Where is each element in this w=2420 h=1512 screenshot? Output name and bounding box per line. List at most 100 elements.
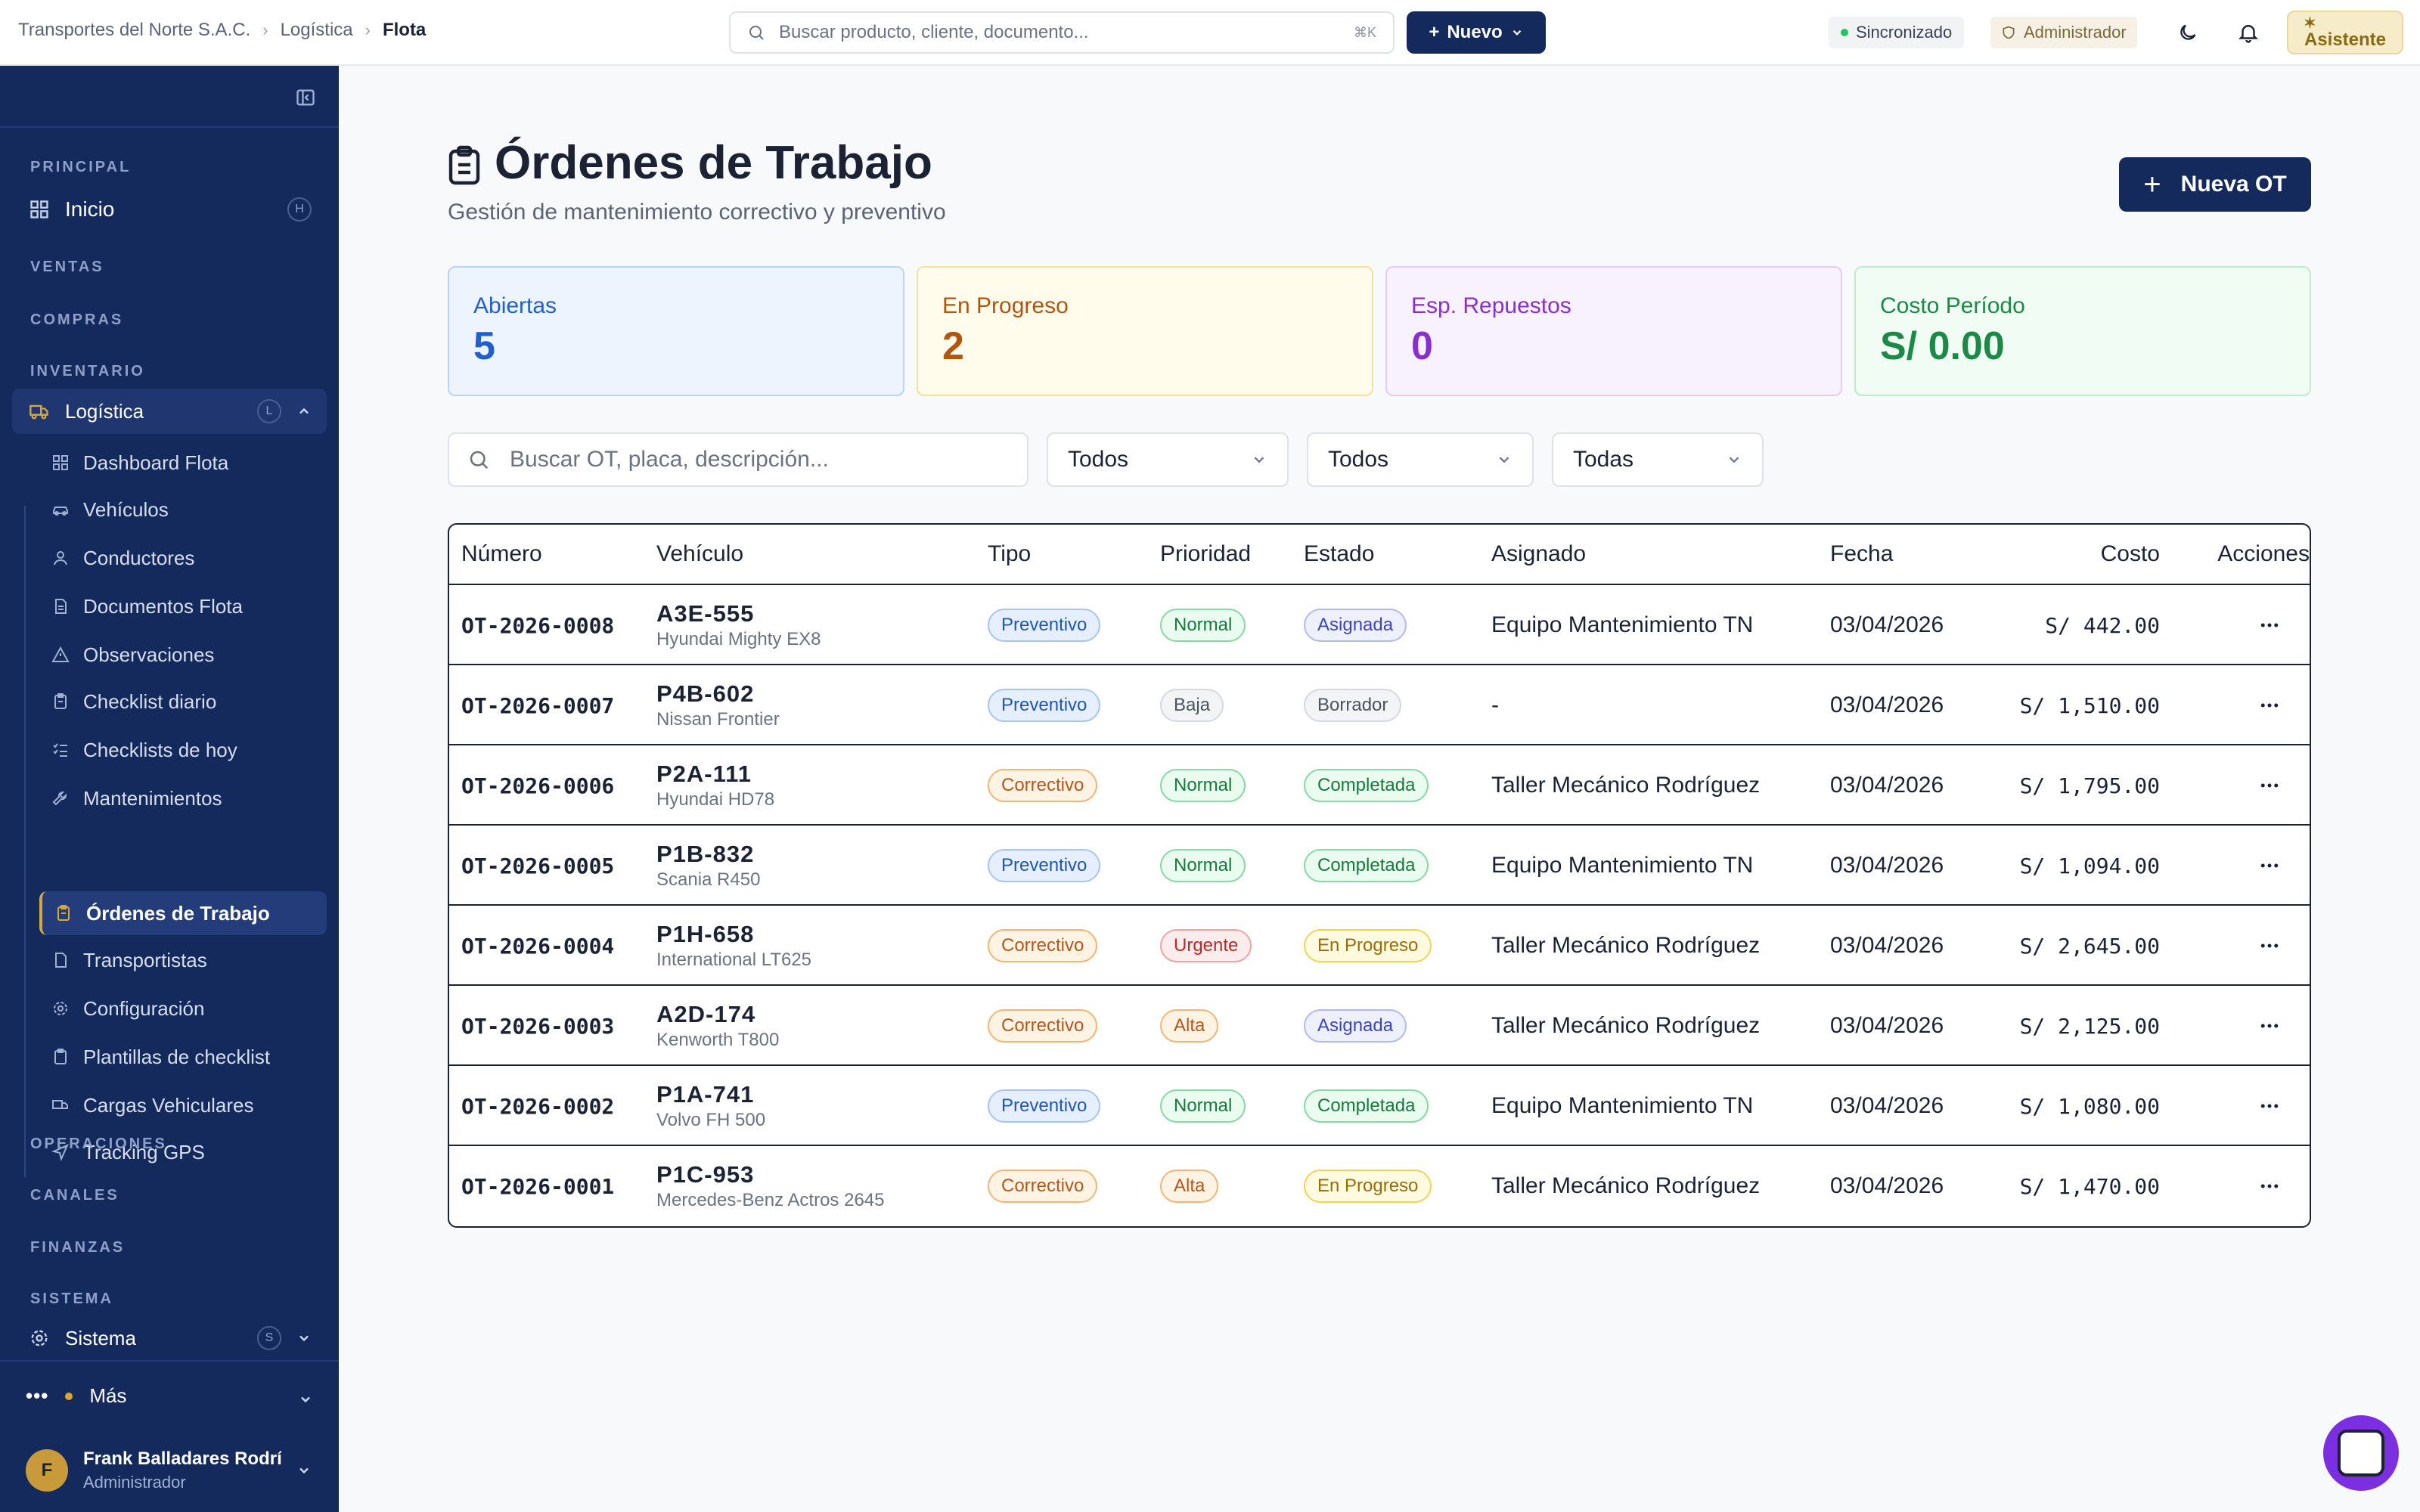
cell-numero[interactable]: OT-2026-0005 — [461, 853, 615, 878]
sidebar-item-plantillas-checklist[interactable]: Plantillas de checklist — [39, 1035, 327, 1079]
section-principal: PRINCIPAL — [30, 159, 132, 175]
sidebar-item-label: Vehículos — [83, 497, 169, 521]
sidebar-item-checklists-hoy[interactable]: Checklists de hoy — [39, 728, 327, 772]
column-header-vehiculo[interactable]: Vehículo — [656, 541, 744, 566]
cell-estado: Borrador — [1304, 665, 1402, 745]
sidebar-more[interactable]: ••• Más — [26, 1384, 126, 1408]
prioridad-filter-select[interactable]: Todos — [1307, 432, 1534, 487]
row-actions-button[interactable] — [2258, 585, 2281, 665]
table-row[interactable]: OT-2026-0006 P2A-111 Hyundai HD78 Correctiv… — [449, 745, 2310, 826]
sidebar-item-documentos-flota[interactable]: Documentos Flota — [39, 584, 327, 628]
cell-numero[interactable]: OT-2026-0006 — [461, 773, 615, 798]
sidebar-item-cargas-vehiculares[interactable]: Cargas Vehiculares — [39, 1083, 327, 1127]
cell-asignado: Equipo Mantenimiento TN — [1491, 853, 1754, 878]
stat-label: En Progreso — [942, 293, 1069, 318]
cell-numero[interactable]: OT-2026-0003 — [461, 1013, 615, 1039]
table-row[interactable]: OT-2026-0002 P1A-741 Volvo FH 500 Preventiv… — [449, 1066, 2310, 1146]
row-actions-button[interactable] — [2258, 986, 2281, 1066]
new-button[interactable]: + Nuevo — [1407, 11, 1546, 54]
vehicle-model: Kenworth T800 — [656, 1030, 780, 1050]
cell-tipo: Correctivo — [988, 745, 1098, 826]
section-operaciones[interactable]: OPERACIONES — [30, 1136, 167, 1152]
cell-estado: Completada — [1304, 826, 1429, 906]
section-ventas[interactable]: VENTAS — [30, 259, 104, 275]
moon-icon[interactable] — [2172, 17, 2204, 48]
bell-icon[interactable] — [2232, 17, 2264, 48]
tipo-filter-select[interactable]: Todos — [1047, 432, 1289, 487]
column-header-fecha[interactable]: Fecha — [1830, 541, 1894, 566]
tipo-badge: Preventivo — [988, 849, 1101, 882]
sidebar-item-label: Mantenimientos — [83, 786, 222, 810]
cell-numero[interactable]: OT-2026-0008 — [461, 612, 615, 638]
cell-tipo: Correctivo — [988, 906, 1098, 986]
notification-dot-icon — [65, 1392, 73, 1400]
section-finanzas[interactable]: FINANZAS — [30, 1239, 126, 1256]
new-work-order-button[interactable]: + Nueva OT — [2119, 157, 2311, 212]
cell-estado: Completada — [1304, 1066, 1429, 1146]
row-actions-button[interactable] — [2258, 906, 2281, 986]
sidebar-item-conductores[interactable]: Conductores — [39, 536, 327, 580]
sidebar: PRINCIPAL Inicio H VENTAS COMPRAS INVENT… — [0, 66, 339, 1512]
sidebar-item-vehiculos[interactable]: Vehículos — [39, 488, 327, 531]
sidebar-item-observaciones[interactable]: Observaciones — [39, 633, 327, 677]
breadcrumb-logistica[interactable]: Logística — [280, 20, 353, 40]
work-order-search-input[interactable]: Buscar OT, placa, descripción... — [448, 432, 1028, 487]
assistant-button[interactable]: ✶ Asistente — [2287, 11, 2403, 54]
row-actions-button[interactable] — [2258, 1066, 2281, 1146]
sidebar-divider — [0, 1360, 339, 1362]
section-inventario[interactable]: INVENTARIO — [30, 363, 145, 380]
tipo-badge: Preventivo — [988, 1089, 1101, 1123]
section-canales[interactable]: CANALES — [30, 1187, 119, 1204]
row-actions-button[interactable] — [2258, 665, 2281, 745]
cell-numero[interactable]: OT-2026-0004 — [461, 933, 615, 959]
chevron-down-icon[interactable] — [298, 1392, 313, 1407]
stat-value: 0 — [1411, 324, 1433, 368]
row-actions-button[interactable] — [2258, 826, 2281, 906]
cell-numero[interactable]: OT-2026-0001 — [461, 1173, 615, 1199]
sidebar-item-dashboard-flota[interactable]: Dashboard Flota — [39, 441, 327, 485]
search-icon — [470, 451, 489, 469]
sidebar-item-label: Observaciones — [83, 643, 215, 666]
sidebar-item-tracking-gps[interactable]: Tracking GPS — [39, 1130, 327, 1174]
table-row[interactable]: OT-2026-0008 A3E-555 Hyundai Mighty EX8 Pre… — [449, 585, 2310, 665]
sidebar-item-sistema[interactable]: Sistema S — [12, 1316, 327, 1360]
breadcrumb-current: Flota — [382, 20, 427, 40]
sidebar-item-configuracion[interactable]: Configuración — [39, 987, 327, 1030]
column-header-prioridad[interactable]: Prioridad — [1160, 541, 1252, 566]
submenu-tree-line — [24, 506, 26, 1177]
sidebar-item-checklist-diario[interactable]: Checklist diario — [39, 680, 327, 723]
estado-filter-select[interactable]: Todas — [1552, 432, 1764, 487]
table-row[interactable]: OT-2026-0001 P1C-953 Mercedes-Benz Actros … — [449, 1146, 2310, 1226]
role-label: Administrador — [2024, 23, 2127, 42]
sidebar-item-mantenimientos[interactable]: Mantenimientos — [39, 776, 327, 820]
sidebar-item-label: Checklist diario — [83, 689, 217, 713]
user-menu[interactable]: F Frank Balladares Rodríguez Administrad… — [26, 1440, 321, 1501]
column-header-numero[interactable]: Número — [461, 541, 542, 566]
table-row[interactable]: OT-2026-0003 A2D-174 Kenworth T800 Correcti… — [449, 986, 2310, 1066]
table-row[interactable]: OT-2026-0007 P4B-602 Nissan Frontier Preven… — [449, 665, 2310, 745]
row-actions-button[interactable] — [2258, 745, 2281, 826]
column-header-asignado[interactable]: Asignado — [1491, 541, 1587, 566]
column-header-estado[interactable]: Estado — [1304, 541, 1375, 566]
new-button-label: Nuevo — [1447, 22, 1503, 42]
sidebar-item-logistica[interactable]: Logística L — [12, 389, 327, 434]
select-value: Todos — [1068, 447, 1129, 472]
cell-numero[interactable]: OT-2026-0002 — [461, 1093, 615, 1119]
gear-icon — [54, 1002, 67, 1015]
chat-widget-button[interactable] — [2323, 1415, 2399, 1491]
global-search-input[interactable]: Buscar producto, cliente, documento... ⌘… — [729, 11, 1395, 54]
section-compras[interactable]: COMPRAS — [30, 311, 124, 328]
breadcrumb-company[interactable]: Transportes del Norte S.A.C. — [18, 20, 251, 40]
row-actions-button[interactable] — [2258, 1146, 2281, 1226]
cell-numero[interactable]: OT-2026-0007 — [461, 692, 615, 718]
sidebar-item-transportistas[interactable]: Transportistas — [39, 938, 327, 982]
sidebar-item-inicio[interactable]: Inicio H — [12, 185, 327, 234]
sidebar-item-ordenes-trabajo[interactable]: Órdenes de Trabajo — [39, 891, 327, 935]
sidebar-collapse-icon[interactable] — [292, 84, 319, 111]
table-row[interactable]: OT-2026-0004 P1H-658 International LT625 Co… — [449, 906, 2310, 986]
tipo-badge: Preventivo — [988, 609, 1101, 642]
table-row[interactable]: OT-2026-0005 P1B-832 Scania R450 Preventivo… — [449, 826, 2310, 906]
column-header-costo[interactable]: Costo — [2100, 541, 2160, 566]
cell-estado: Asignada — [1304, 585, 1407, 665]
column-header-tipo[interactable]: Tipo — [988, 541, 1032, 566]
